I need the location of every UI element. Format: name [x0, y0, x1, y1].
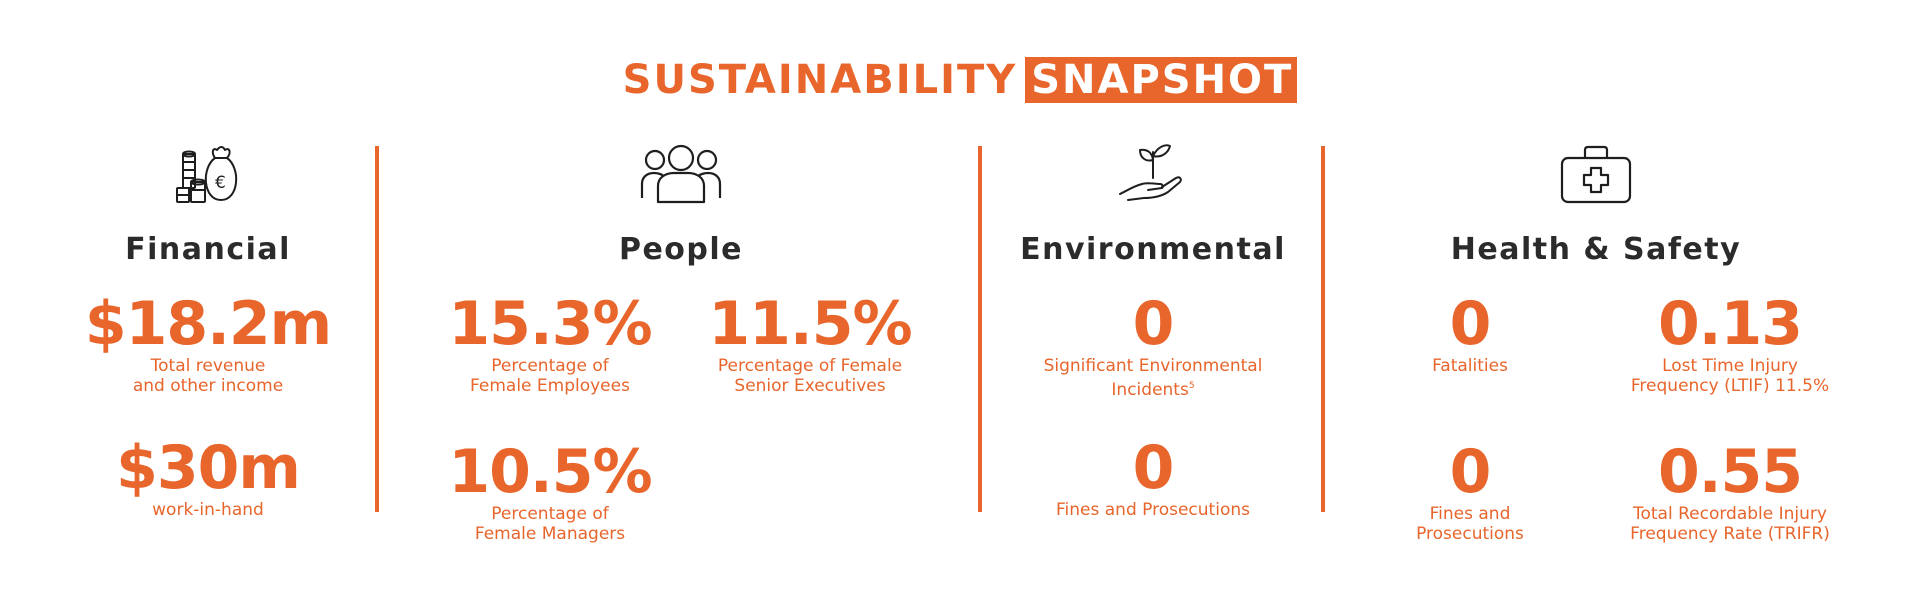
stat-environmental-incidents: 0 Significant Environmental Incidents5 [993, 292, 1313, 400]
stat-value: 0.55 [1657, 437, 1803, 507]
health-safety-heading: Health & Safety [1450, 232, 1742, 267]
stat-total-revenue: $18.2m Total revenue and other income [48, 292, 368, 396]
stat-label: Percentage of Female Employees [470, 356, 630, 396]
stat-environmental-fines: 0 Fines and Prosecutions [993, 436, 1313, 520]
stat-hs-fines: 0 Fines and Prosecutions [1360, 440, 1580, 544]
stat-label: Percentage of Female Senior Executives [717, 356, 903, 396]
stat-label: Significant Environmental Incidents5 [993, 356, 1313, 400]
page-title: SUSTAINABILITY SNAPSHOT [0, 57, 1920, 103]
stat-ltif: 0.13 Lost Time Injury Frequency (LTIF) 1… [1600, 292, 1860, 396]
stat-value: 0 [1449, 289, 1492, 359]
stat-label: Total revenue and other income [132, 356, 284, 396]
stat-label: work-in-hand [152, 500, 264, 520]
stat-value: 15.3% [448, 289, 652, 359]
stat-value: $18.2m [84, 289, 332, 359]
title-highlight: SNAPSHOT [1025, 57, 1298, 103]
financial-heading: Financial [125, 232, 291, 267]
section-divider [1321, 146, 1325, 512]
stat-label: Fatalities [1432, 356, 1508, 376]
section-divider [375, 146, 379, 512]
first-aid-kit-icon [1559, 144, 1633, 206]
stat-value: 11.5% [708, 289, 912, 359]
stat-label: Percentage of Female Managers [474, 504, 626, 544]
svg-text:€: € [215, 173, 226, 193]
stat-value: 0.13 [1657, 289, 1803, 359]
stat-fatalities: 0 Fatalities [1360, 292, 1580, 376]
title-main: SUSTAINABILITY [622, 57, 1018, 103]
stat-female-managers: 10.5% Percentage of Female Managers [420, 440, 680, 544]
stat-work-in-hand: $30m work-in-hand [48, 436, 368, 520]
money-bag-coins-icon: € [175, 144, 243, 206]
hand-plant-icon [1118, 138, 1188, 204]
stat-value: 0 [1449, 437, 1492, 507]
stat-label-text: Significant Environmental Incidents [1043, 356, 1263, 400]
stat-value: 0 [1132, 289, 1175, 359]
section-divider [978, 146, 982, 512]
stat-label: Total Recordable Injury Frequency Rate (… [1630, 504, 1830, 544]
stat-label: Fines and Prosecutions [1416, 504, 1524, 544]
environmental-heading: Environmental [1020, 232, 1286, 267]
stat-trifr: 0.55 Total Recordable Injury Frequency R… [1600, 440, 1860, 544]
people-group-icon [640, 144, 722, 204]
stat-value: 0 [1132, 433, 1175, 503]
people-heading: People [618, 232, 744, 267]
stat-value: $30m [116, 433, 301, 503]
footnote-marker: 5 [1188, 381, 1195, 391]
stat-label: Fines and Prosecutions [1056, 500, 1250, 520]
stat-female-senior-executives: 11.5% Percentage of Female Senior Execut… [680, 292, 940, 396]
stat-label: Lost Time Injury Frequency (LTIF) 11.5% [1630, 356, 1830, 396]
stat-value: 10.5% [448, 437, 652, 507]
stat-female-employees: 15.3% Percentage of Female Employees [420, 292, 680, 396]
